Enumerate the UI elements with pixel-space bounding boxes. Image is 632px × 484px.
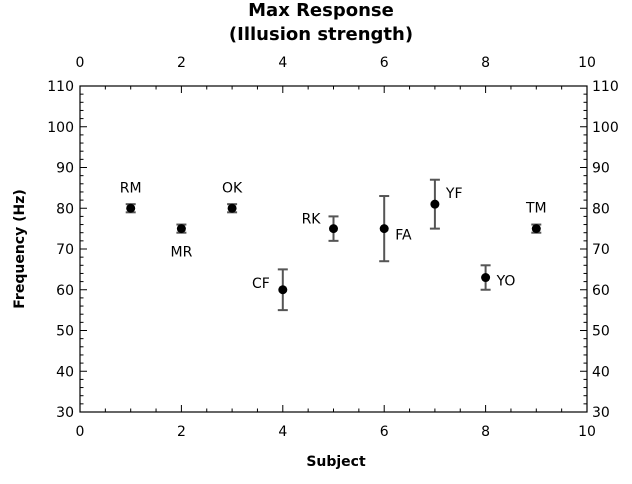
x-tick-label-bottom: 2 (177, 424, 186, 440)
x-tick-label-bottom: 0 (76, 424, 85, 440)
y-axis-label: Frequency (Hz) (12, 189, 28, 308)
point-label-cf: CF (252, 276, 270, 292)
y-tick-label-right: 30 (592, 405, 610, 421)
y-tick-label-left: 100 (47, 120, 74, 136)
y-tick-label-left: 110 (47, 79, 74, 95)
y-tick-label-left: 30 (56, 405, 74, 421)
y-tick-label-right: 50 (592, 324, 610, 340)
y-tick-label-right: 100 (592, 120, 619, 136)
y-tick-label-right: 40 (592, 364, 610, 380)
data-point (531, 224, 541, 234)
axis-tick-labels: 0 0 2 2 4 4 6 6 8 8 10 10 30 30 40 40 50 50 60 60 70 70 80 80 90… (47, 55, 618, 440)
x-tick-label-top: 4 (278, 55, 287, 71)
data-points (126, 199, 541, 295)
point-label-yo: YO (496, 274, 516, 290)
point-label-tm: TM (525, 201, 547, 217)
data-point (329, 224, 338, 234)
data-point (176, 224, 186, 234)
data-point (227, 203, 237, 213)
chart-title-line-2: (Illusion strength) (229, 24, 413, 45)
y-tick-label-left: 80 (56, 201, 74, 217)
x-tick-label-top: 8 (481, 55, 490, 71)
x-tick-label-bottom: 8 (481, 424, 490, 440)
axis-ticks (79, 85, 588, 413)
point-labels: RM MR OK CF RK FA YF YO TM (120, 180, 547, 292)
y-tick-label-left: 90 (56, 161, 74, 177)
y-tick-label-left: 40 (56, 364, 74, 380)
x-tick-label-bottom: 4 (278, 424, 287, 440)
chart-title-line-1: Max Response (248, 0, 394, 21)
data-point (430, 199, 440, 209)
x-tick-label-top: 0 (76, 55, 85, 71)
point-label-fa: FA (395, 228, 412, 244)
data-point (481, 273, 491, 283)
point-label-mr: MR (170, 245, 192, 261)
x-tick-label-top: 6 (380, 55, 389, 71)
point-label-rk: RK (302, 212, 322, 228)
plot-frame (79, 85, 588, 413)
y-tick-label-left: 60 (56, 283, 74, 299)
point-label-yf: YF (445, 186, 463, 202)
data-point (379, 224, 389, 234)
y-tick-label-right: 90 (592, 161, 610, 177)
x-axis-label: Subject (306, 454, 366, 470)
x-tick-label-top: 2 (177, 55, 186, 71)
x-tick-label-top: 10 (578, 55, 596, 71)
x-tick-label-bottom: 10 (578, 424, 596, 440)
y-tick-label-right: 70 (592, 242, 610, 258)
point-label-ok: OK (222, 180, 243, 196)
y-tick-label-right: 110 (592, 79, 619, 95)
y-tick-label-left: 70 (56, 242, 74, 258)
data-point (278, 285, 288, 295)
x-tick-label-bottom: 6 (380, 424, 389, 440)
data-point (126, 203, 136, 213)
y-tick-label-left: 50 (56, 324, 74, 340)
y-tick-label-right: 60 (592, 283, 610, 299)
y-tick-label-right: 80 (592, 201, 610, 217)
point-label-rm: RM (120, 180, 142, 196)
